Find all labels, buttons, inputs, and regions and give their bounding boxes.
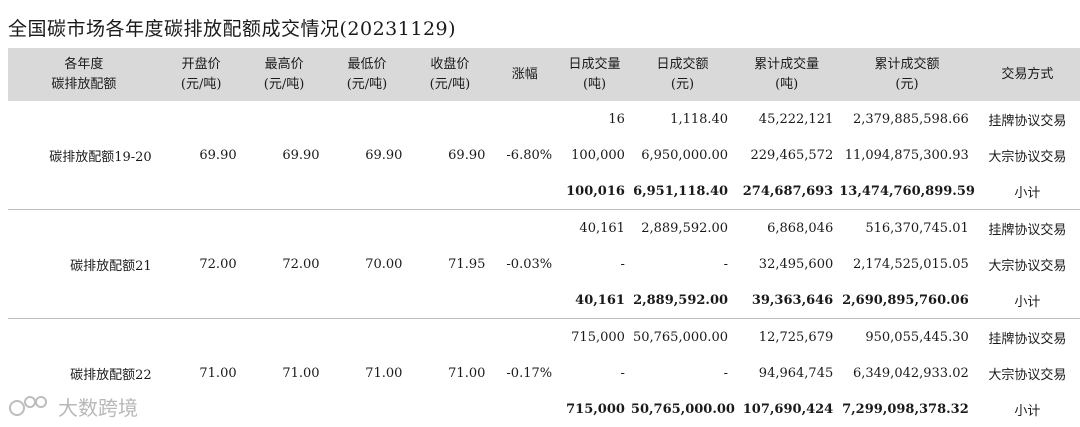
cumulative-amount-cell: 950,055,445.30 [865, 329, 969, 345]
table-row: 碳排放配额22 71.00 71.00 71.00 71.00 -0.17% 715,000… [8, 319, 1080, 383]
cumulative-amount-cell: 11,094,875,300.93 [844, 147, 969, 163]
daily-volume-cell: 715,000 [566, 401, 625, 417]
open-price-cell: 71.00 [199, 365, 237, 381]
carbon-trading-table: 各年度 碳排放配额 开盘价 (元/吨) 最高价 (元/吨) 最低价 (元/吨) 收盘价(… [8, 48, 1080, 427]
daily-volume-cell: 100,016 [558, 173, 631, 210]
daily-volume-cell: 40,161 [579, 220, 625, 236]
trade-mode-cell: 挂牌协议交易 [988, 222, 1067, 238]
watermark-logo-icon [9, 395, 47, 416]
header-cumulative-amount: 累计成交额 (元) [839, 48, 975, 101]
change-cell: -0.17% [506, 365, 553, 381]
table-header-row: 各年度 碳排放配额 开盘价 (元/吨) 最高价 (元/吨) 最低价 (元/吨) 收盘价(… [8, 48, 1080, 101]
daily-amount-cell: 50,765,000.00 [630, 401, 735, 417]
cumulative-volume-cell: 12,725,679 [758, 329, 834, 345]
trade-mode-cell: 大宗协议交易 [988, 149, 1067, 165]
trade-mode-cell: 大宗协议交易 [988, 258, 1067, 274]
quota-name-cell: 碳排放配额22 [70, 367, 152, 383]
cumulative-volume-cell: 107,690,424 [742, 401, 834, 417]
daily-amount-cell: - [723, 256, 729, 272]
cumulative-amount-cell: 2,690,895,760.06 [839, 282, 975, 319]
cumulative-amount-cell: 13,474,760,899.59 [839, 173, 975, 210]
header-cumulative-volume: 累计成交量 (吨) [734, 48, 840, 101]
high-price-cell: 72.00 [242, 209, 326, 319]
open-price-cell: 69.90 [159, 101, 243, 210]
daily-amount-cell: 1,118.40 [670, 111, 729, 127]
table-row: 碳排放配额21 72.00 72.00 70.00 71.95 -0.03% 40,161 2… [8, 209, 1080, 319]
header-open-price: 开盘价 (元/吨) [159, 48, 243, 101]
daily-amount-cell: - [723, 365, 729, 381]
header-daily-volume: 日成交量 (吨) [558, 48, 631, 101]
daily-amount-cell: 2,889,592.00 [630, 282, 735, 319]
trade-mode-cell: 小计 [1014, 403, 1041, 419]
quota-name-cell: 碳排放配额19-20 [8, 101, 160, 210]
cumulative-volume-cell: 94,964,745 [758, 365, 834, 381]
change-cell: -6.80% [491, 101, 559, 210]
daily-volume-cell: - [620, 365, 625, 381]
trade-mode-cell: 小计 [974, 173, 1080, 210]
header-high-price: 最高价 (元/吨) [242, 48, 326, 101]
subtotal-row: 715,000 50,765,000.00 107,690,424 7,299,098… [8, 391, 1080, 427]
low-price-cell: 70.00 [325, 209, 409, 319]
close-price-cell: 69.90 [408, 101, 492, 210]
header-low-price: 最低价 (元/吨) [325, 48, 409, 101]
table-row: 100,000 6,950,000.00 229,465,572 11,094,875… [8, 137, 1080, 173]
daily-amount-cell: 2,889,592.00 [641, 220, 729, 236]
low-price-cell: 69.90 [325, 101, 409, 210]
cumulative-amount-cell: 6,349,042,933.02 [852, 365, 969, 381]
cumulative-amount-cell: 7,299,098,378.32 [842, 401, 969, 417]
daily-amount-cell: 6,951,118.40 [630, 173, 735, 210]
cumulative-amount-cell: 516,370,745.01 [865, 220, 969, 236]
daily-amount-cell: 50,765,000.00 [632, 329, 729, 345]
watermark-text: 大数跨境 [58, 396, 138, 420]
cumulative-volume-cell: 32,495,600 [758, 256, 834, 272]
cumulative-volume-cell: 6,868,046 [767, 220, 834, 236]
daily-volume-cell: 40,161 [558, 282, 631, 319]
table-row: - - 94,964,745 6,349,042,933.02 大宗协议交易 [8, 355, 1080, 391]
header-daily-amount: 日成交额 (元) [630, 48, 735, 101]
high-price-cell: 71.00 [282, 365, 320, 381]
watermark: 大数跨境 [8, 392, 138, 421]
quota-name-cell: 碳排放配额21 [8, 209, 160, 319]
trade-mode-cell: 小计 [974, 282, 1080, 319]
subtotal-row: 40,161 2,889,592.00 39,363,646 2,690,895,76… [8, 282, 1080, 319]
header-close-price: 收盘价 (元/吨) [408, 48, 492, 101]
open-price-cell: 72.00 [159, 209, 243, 319]
header-year-quota: 各年度 碳排放配额 [8, 48, 160, 101]
trade-mode-cell: 挂牌协议交易 [988, 331, 1067, 347]
table-row: 碳排放配额19-20 69.90 69.90 69.90 69.90 -6.80% 16 1,… [8, 101, 1080, 210]
header-trade-mode: 交易方式 [974, 48, 1080, 101]
daily-volume-cell: 16 [608, 111, 625, 127]
trade-mode-cell: 挂牌协议交易 [988, 113, 1067, 129]
page-title: 全国碳市场各年度碳排放配额成交情况(20231129) [8, 18, 457, 40]
subtotal-row: 100,016 6,951,118.40 274,687,693 13,474,760… [8, 173, 1080, 210]
cumulative-volume-cell: 39,363,646 [734, 282, 840, 319]
cumulative-volume-cell: 274,687,693 [734, 173, 840, 210]
daily-volume-cell: - [620, 256, 625, 272]
daily-amount-cell: 6,950,000.00 [641, 147, 729, 163]
low-price-cell: 71.00 [365, 365, 403, 381]
close-price-cell: 71.95 [408, 209, 492, 319]
header-change: 涨幅 [491, 48, 559, 101]
cumulative-volume-cell: 45,222,121 [758, 111, 834, 127]
daily-volume-cell: 715,000 [571, 329, 625, 345]
cumulative-volume-cell: 229,465,572 [750, 147, 834, 163]
high-price-cell: 69.90 [242, 101, 326, 210]
change-cell: -0.03% [491, 209, 559, 319]
close-price-cell: 71.00 [448, 365, 486, 381]
cumulative-amount-cell: 2,379,885,598.66 [852, 111, 969, 127]
daily-volume-cell: 100,000 [571, 147, 625, 163]
table-body: 碳排放配额19-20 69.90 69.90 69.90 69.90 -6.80% 16 1,… [8, 101, 1080, 427]
trade-mode-cell: 大宗协议交易 [988, 367, 1067, 383]
table-row: - - 32,495,600 2,174,525,015.05 大宗协议交易 [8, 246, 1080, 282]
cumulative-amount-cell: 2,174,525,015.05 [852, 256, 969, 272]
